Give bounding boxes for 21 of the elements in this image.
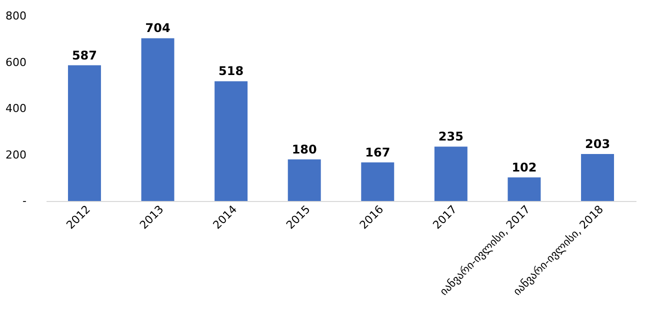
data-label: 102	[512, 160, 537, 174]
data-label: 180	[292, 142, 317, 156]
data-label: 704	[145, 21, 170, 36]
bar	[508, 177, 541, 201]
y-tick-label: 200	[6, 148, 26, 162]
bar	[361, 162, 394, 201]
data-label: 235	[438, 130, 464, 144]
bar	[434, 146, 468, 201]
bar	[68, 65, 101, 201]
y-tick-label: 400	[6, 102, 26, 115]
y-tick-label: 600	[6, 56, 26, 69]
bar	[581, 154, 614, 201]
data-label: 587	[72, 48, 98, 62]
data-label: 518	[218, 64, 244, 78]
y-tick-label: 800	[6, 10, 26, 22]
bar	[141, 38, 174, 201]
data-label: 203	[584, 137, 610, 152]
data-label: 167	[365, 145, 390, 160]
bar	[214, 81, 248, 201]
bar	[288, 159, 321, 201]
y-tick-label: -	[22, 194, 27, 208]
